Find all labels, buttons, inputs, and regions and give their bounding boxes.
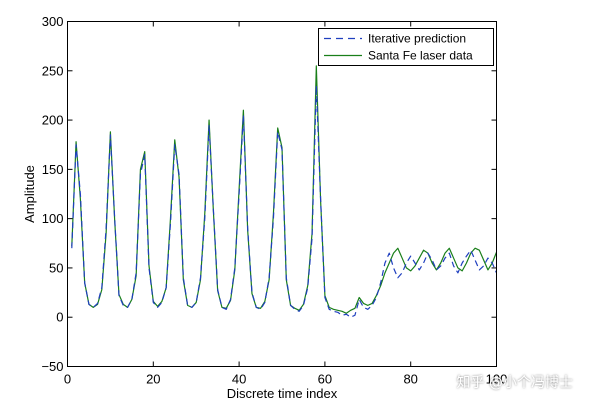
y-tick-label: 300 xyxy=(42,14,64,29)
x-axis-label: Discrete time index xyxy=(227,386,338,401)
legend-label-iterative-prediction: Iterative prediction xyxy=(368,32,466,46)
y-axis-label: Amplitude xyxy=(22,165,37,223)
y-tick-label: 0 xyxy=(56,310,63,325)
y-axis-ticks: −50 0 50 100 150 200 250 300 xyxy=(41,14,497,374)
legend-label-santa-fe-laser-data: Santa Fe laser data xyxy=(368,49,473,63)
y-tick-label: 150 xyxy=(42,162,64,177)
y-tick-label: 100 xyxy=(42,211,64,226)
legend-box xyxy=(318,28,494,66)
x-tick-label: 20 xyxy=(146,372,160,387)
x-tick-label: 60 xyxy=(318,372,332,387)
x-axis-ticks: 0 20 40 60 80 100 xyxy=(64,21,508,387)
y-tick-label: −50 xyxy=(41,359,63,374)
axes-box xyxy=(67,21,497,367)
y-tick-label: 200 xyxy=(42,113,64,128)
x-tick-label: 0 xyxy=(64,372,71,387)
y-tick-label: 50 xyxy=(49,260,63,275)
series-line-iterative-prediction xyxy=(71,84,498,318)
series-line-santa-fe-laser-data xyxy=(71,65,498,314)
x-tick-label: 100 xyxy=(486,372,508,387)
legend: Iterative prediction Santa Fe laser data xyxy=(318,28,494,66)
watermark: 知乎 @小个冯博士 xyxy=(456,375,573,391)
x-tick-label: 40 xyxy=(232,372,246,387)
y-tick-label: 250 xyxy=(42,63,64,78)
x-tick-label: 80 xyxy=(403,372,417,387)
plot-area xyxy=(67,21,497,367)
series-layer xyxy=(71,65,498,318)
